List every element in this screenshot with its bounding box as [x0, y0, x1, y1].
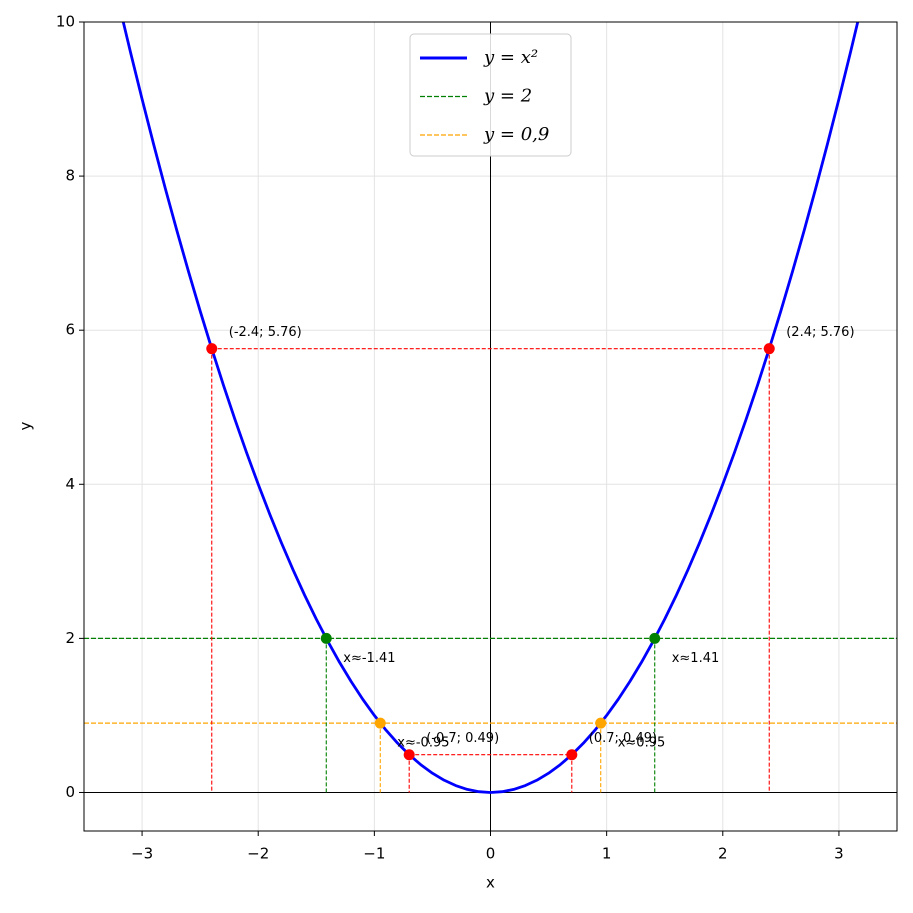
point: [595, 717, 607, 729]
x-tick-label: −2: [247, 845, 269, 863]
point: [206, 343, 218, 355]
x-axis-label: x: [486, 874, 495, 892]
y-tick-label: 6: [65, 321, 75, 339]
point: [566, 749, 578, 761]
axes-frame: [83, 21, 898, 832]
legend-label: y = 0,9: [483, 124, 549, 145]
point-label: x≈1.41: [672, 651, 720, 666]
y-tick-label: 4: [65, 475, 75, 493]
curve: [121, 22, 860, 794]
x-tick-label: −1: [363, 845, 385, 863]
legend-box: [409, 33, 572, 157]
plot-area: [84, 22, 897, 831]
point: [320, 632, 332, 644]
y-tick-label: 10: [56, 13, 75, 31]
y-tick-label: 2: [65, 629, 75, 647]
y-tick-label: 8: [65, 167, 75, 185]
y-axis-label: y: [17, 421, 35, 430]
x-tick-label: 3: [834, 845, 844, 863]
point: [403, 749, 415, 761]
x-tick-label: 2: [718, 845, 728, 863]
x-tick-label: 0: [486, 845, 496, 863]
point-label: x≈-1.41: [343, 651, 395, 666]
y-tick-label: 0: [65, 783, 75, 801]
legend-label: y = 2: [483, 86, 532, 107]
point-label: (2.4; 5.76): [786, 325, 854, 340]
point-label: (-2.4; 5.76): [229, 325, 302, 340]
point: [649, 632, 661, 644]
point-label: (-0.7; 0.49): [426, 731, 499, 746]
point-label: (0.7; 0.49): [589, 731, 657, 746]
x-tick-label: 1: [602, 845, 612, 863]
point: [763, 343, 775, 355]
point: [374, 717, 386, 729]
legend-label: y = x²: [483, 47, 538, 68]
x-tick-label: −3: [131, 845, 153, 863]
point-label: x≈-0.95: [397, 736, 449, 751]
point-label: x≈0.95: [618, 736, 666, 751]
